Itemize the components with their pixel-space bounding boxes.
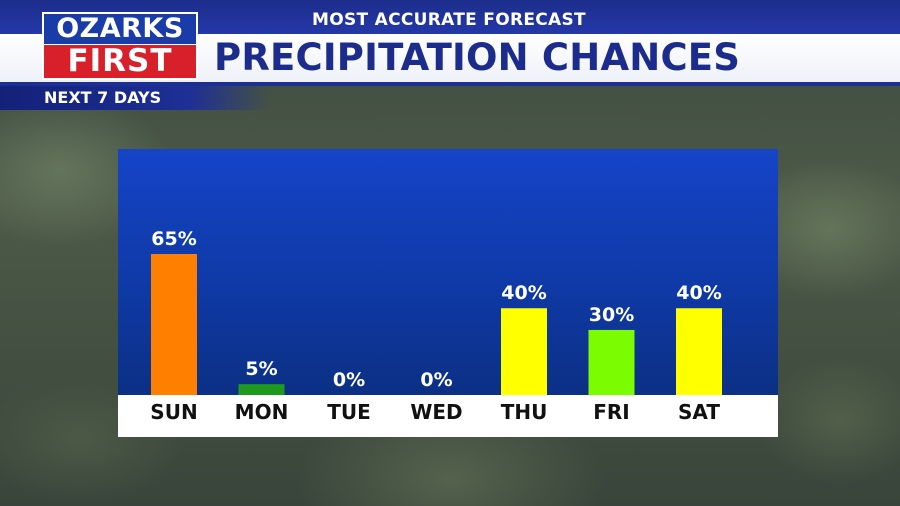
bar-value-label-sat: 40% [676, 282, 722, 305]
logo-line1: OZARKS [44, 14, 196, 44]
bar-value-label-tue: 0% [332, 369, 366, 391]
page-title: PRECIPITATION CHANCES [214, 36, 741, 79]
bar-fri [588, 329, 635, 395]
bar-sat [676, 308, 722, 395]
bar-value-label-wed: 0% [420, 369, 453, 391]
bar-value-label-fri: 30% [588, 303, 635, 326]
station-logo: OZARKS FIRST [42, 12, 198, 80]
day-label-thu: THU [500, 400, 548, 424]
day-label-mon: MON [234, 400, 289, 424]
day-label-sat: SAT [678, 400, 720, 424]
day-label-tue: TUE [327, 400, 371, 424]
bar-value-label-mon: 5% [245, 358, 278, 381]
top-banner-text: MOST ACCURATE FORECAST [312, 10, 586, 30]
bar-sun [151, 254, 197, 395]
bar-mon [238, 384, 285, 395]
logo-line2: FIRST [44, 45, 196, 78]
subtitle-bar: NEXT 7 DAYS [0, 86, 270, 110]
bar-value-label-sun: 65% [151, 228, 197, 250]
precipitation-chart: SUN MON TUE WED THU FRI SAT 65% 5% 0% 0% 40% 30% 40% [118, 149, 778, 437]
day-label-strip: SUN MON TUE WED THU FRI SAT [118, 395, 778, 437]
page-subtitle: NEXT 7 DAYS [44, 88, 162, 107]
bar-value-label-thu: 40% [501, 282, 547, 305]
day-label-sun: SUN [150, 400, 198, 424]
chart-bars-svg [151, 254, 722, 395]
day-label-wed: WED [410, 400, 463, 424]
day-label-fri: FRI [593, 400, 630, 424]
bar-thu [501, 308, 547, 395]
